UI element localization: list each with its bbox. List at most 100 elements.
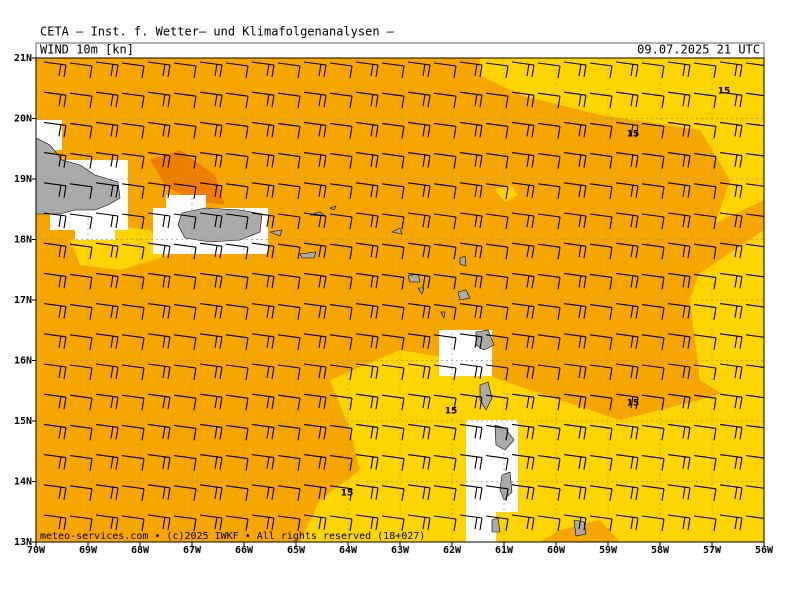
- wind-barb: [381, 364, 405, 381]
- wind-barb: [69, 153, 93, 169]
- contour-label: 15: [445, 407, 458, 417]
- wind-barb: [121, 153, 145, 169]
- wind-barb: [667, 514, 691, 531]
- lon-label: 64W: [339, 545, 358, 556]
- wind-barb: [615, 514, 639, 531]
- wind-barb: [251, 242, 275, 259]
- wind-barb: [303, 484, 327, 500]
- wind-barb: [277, 424, 301, 441]
- wind-barb: [485, 485, 509, 501]
- wind-barb: [589, 153, 613, 169]
- wind-barb: [589, 213, 613, 230]
- wind-barb: [173, 424, 197, 441]
- wind-barb: [485, 92, 509, 109]
- wind-barb: [407, 152, 431, 168]
- wind-barb: [251, 212, 275, 229]
- wind-barb: [173, 334, 197, 350]
- wind-barb: [303, 212, 327, 229]
- wind-barb: [745, 334, 764, 338]
- wind-barb: [43, 333, 67, 349]
- wind-barb: [589, 364, 613, 381]
- wind-barb: [511, 363, 535, 380]
- wind-barb: [251, 303, 275, 319]
- wind-barb: [303, 454, 327, 470]
- wind-barb: [329, 273, 353, 290]
- wind-barb: [95, 242, 119, 259]
- wind-barb: [95, 121, 119, 138]
- wind-barb: [667, 152, 691, 168]
- wind-barb: [121, 394, 145, 411]
- wind-barb: [511, 91, 535, 108]
- wind-barb: [745, 183, 764, 187]
- wind-barb: [147, 423, 171, 440]
- wind-barb: [407, 514, 431, 531]
- wind-barb: [69, 92, 93, 109]
- wind-barb: [251, 454, 275, 470]
- wind-barb: [745, 273, 764, 278]
- wind-barb: [407, 484, 431, 500]
- wind-barb: [173, 485, 197, 501]
- wind-barb: [355, 333, 379, 349]
- wind-barb: [173, 213, 197, 230]
- wind-barb: [381, 92, 405, 109]
- wind-barb: [43, 484, 67, 500]
- lat-label: 21N: [14, 53, 32, 64]
- wind-barb: [225, 153, 249, 169]
- wind-barb: [173, 122, 197, 139]
- wind-barb: [95, 484, 119, 500]
- wind-barb: [277, 213, 301, 230]
- wind-barb: [667, 61, 691, 78]
- wind-barb: [537, 424, 561, 441]
- wind-barb: [407, 333, 431, 349]
- wind-barb: [407, 303, 431, 319]
- wind-barb: [69, 243, 93, 260]
- wind-barb: [225, 304, 249, 320]
- wind-barb: [147, 152, 171, 168]
- wind-barb: [641, 424, 665, 441]
- wind-barb: [147, 303, 171, 319]
- wind-barb: [433, 213, 457, 230]
- wind-barb: [147, 363, 171, 380]
- wind-barb: [485, 183, 509, 199]
- wind-barb: [719, 333, 743, 349]
- wind-barb: [43, 423, 67, 440]
- wind-barb: [641, 485, 665, 501]
- wind-barb: [355, 121, 379, 138]
- wind-barb: [511, 454, 535, 470]
- wind-barb: [277, 485, 301, 501]
- wind-barb: [225, 62, 249, 79]
- wind-barb: [693, 213, 717, 230]
- wind-barb: [407, 393, 431, 410]
- wind-barb: [147, 454, 171, 470]
- wind-barb: [199, 303, 223, 319]
- wind-barb: [147, 484, 171, 500]
- wind-barb: [589, 304, 613, 320]
- wind-barb: [563, 272, 587, 289]
- wind-barb: [251, 152, 275, 168]
- wind-barb: [667, 272, 691, 289]
- wind-barb: [173, 183, 197, 199]
- wind-barb: [251, 182, 275, 198]
- wind-barb: [251, 121, 275, 138]
- wind-barb: [355, 182, 379, 198]
- wind-barb: [459, 454, 483, 470]
- wind-barb: [199, 182, 223, 198]
- wind-barb: [433, 364, 457, 381]
- wind-barb: [433, 455, 457, 471]
- wind-barb: [693, 183, 717, 199]
- wind-barb: [43, 152, 67, 168]
- wind-barb: [225, 92, 249, 109]
- wind-barb: [277, 364, 301, 381]
- wind-barb: [199, 152, 223, 168]
- wind-barb: [459, 423, 483, 440]
- wind-barb: [329, 213, 353, 230]
- wind-barb: [303, 242, 327, 259]
- wind-barb: [641, 122, 665, 139]
- wind-barb: [381, 62, 405, 79]
- wind-barb: [667, 363, 691, 380]
- lon-label: 61W: [495, 545, 514, 556]
- wind-barb: [355, 152, 379, 168]
- wind-barb: [147, 61, 171, 78]
- lat-label: 18N: [14, 235, 32, 246]
- wind-barb: [641, 183, 665, 199]
